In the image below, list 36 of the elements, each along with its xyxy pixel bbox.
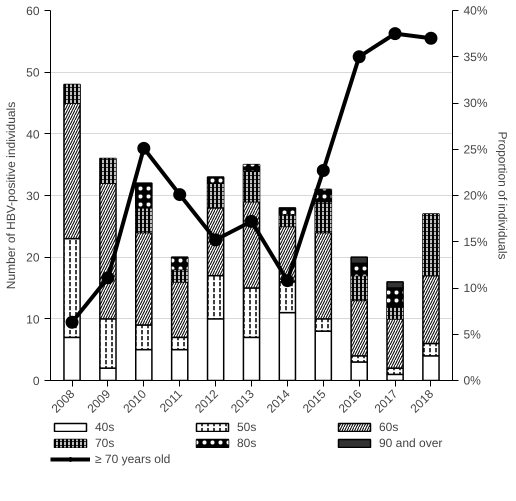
point (245, 214, 258, 228)
y2-tick-label: 35% (464, 50, 488, 64)
y-tick-label: 20 (26, 250, 40, 265)
legend-label: ≥ 70 years old (95, 452, 172, 466)
y2-tick-label: 0% (464, 374, 482, 388)
point (424, 32, 438, 45)
point (280, 274, 294, 288)
legend-label: 60s (379, 420, 400, 434)
point (388, 27, 402, 40)
y2-tick-label: 20% (464, 188, 488, 202)
y2-axis-title: Proportion of individuals (496, 131, 510, 260)
y-tick-label: 10 (26, 312, 40, 326)
legend-label: 40s (95, 420, 116, 434)
y2-tick-label: 10% (464, 281, 488, 295)
point (352, 50, 366, 64)
point (173, 188, 186, 202)
y-tick-label: 60 (26, 4, 40, 18)
point (137, 142, 150, 155)
y-tick-label: 30 (26, 189, 40, 203)
point (209, 233, 222, 246)
point (316, 164, 330, 178)
legend-label: 80s (237, 436, 258, 450)
y2-tick-label: 5% (464, 327, 482, 342)
point (66, 316, 79, 329)
legend-label: 90 and over (379, 436, 444, 450)
y-tick-label: 50 (26, 66, 40, 80)
legend-label: 50s (237, 420, 258, 434)
point (101, 271, 114, 284)
y-axis-title: Number of HBV-positive individuals (4, 102, 18, 290)
y2-tick-label: 15% (464, 234, 488, 249)
y2-tick-label: 25% (464, 142, 488, 156)
legend-label: 70s (95, 436, 116, 450)
y-tick-label: 40 (26, 127, 40, 142)
y-tick-label: 0 (32, 374, 40, 388)
y2-tick-label: 30% (464, 96, 488, 110)
y2-tick-label: 40% (464, 4, 488, 18)
